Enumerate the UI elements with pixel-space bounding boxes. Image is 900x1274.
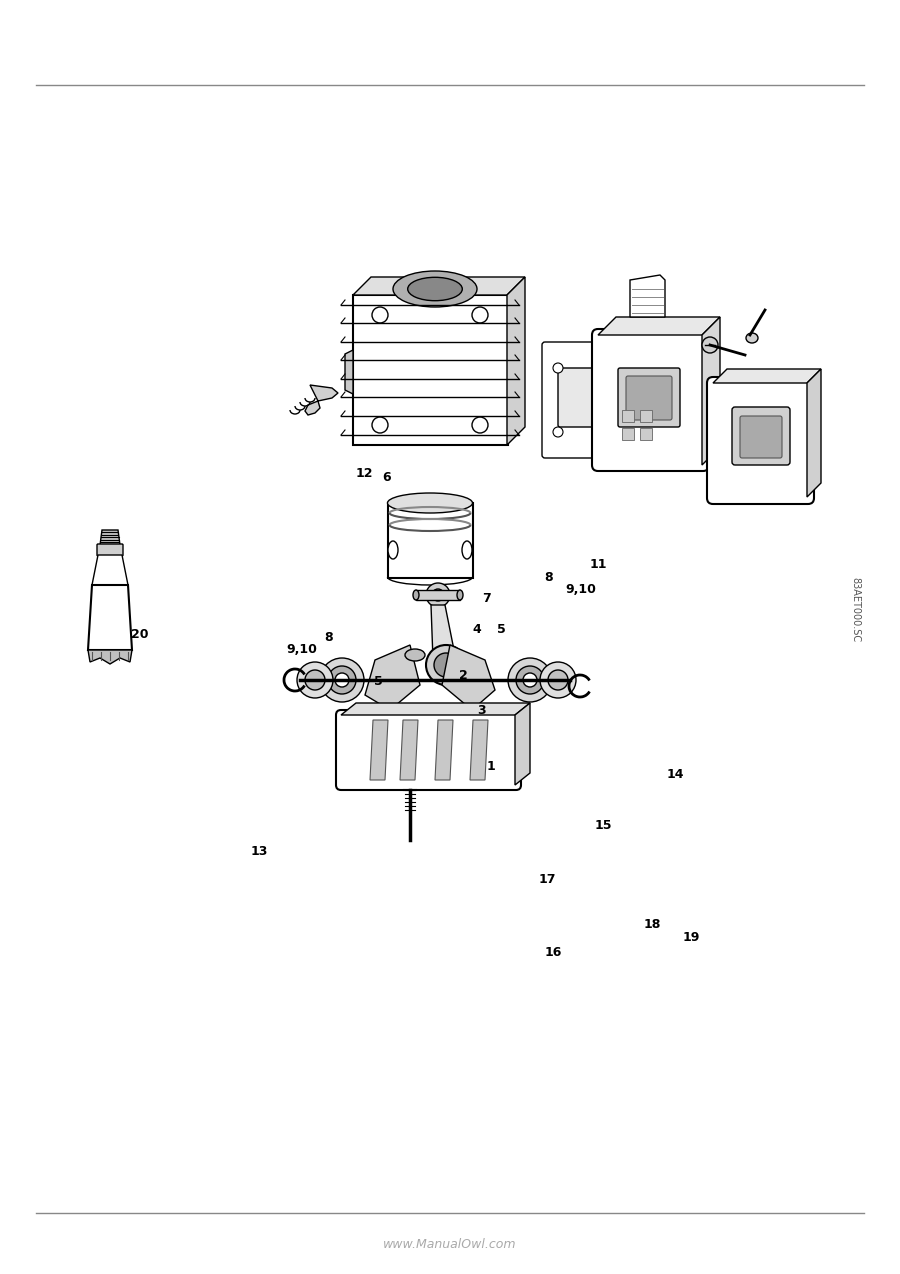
Text: 5: 5 xyxy=(497,623,506,636)
Text: 20: 20 xyxy=(130,628,148,641)
Polygon shape xyxy=(370,720,388,780)
Text: 6: 6 xyxy=(382,471,392,484)
Circle shape xyxy=(540,662,576,698)
Polygon shape xyxy=(341,703,530,715)
Circle shape xyxy=(434,654,458,676)
Polygon shape xyxy=(435,720,453,780)
Circle shape xyxy=(372,307,388,324)
Polygon shape xyxy=(630,275,665,317)
Bar xyxy=(622,410,634,422)
Text: 11: 11 xyxy=(590,558,608,571)
Bar xyxy=(640,428,652,440)
Text: 7: 7 xyxy=(482,592,490,605)
Ellipse shape xyxy=(457,590,463,600)
Circle shape xyxy=(426,645,466,685)
Polygon shape xyxy=(305,385,338,415)
Circle shape xyxy=(320,657,364,702)
FancyBboxPatch shape xyxy=(732,406,790,465)
Polygon shape xyxy=(431,605,456,660)
Circle shape xyxy=(523,673,537,687)
Bar xyxy=(622,428,634,440)
Ellipse shape xyxy=(462,541,472,559)
Text: 4: 4 xyxy=(472,623,482,636)
Polygon shape xyxy=(100,530,120,545)
Text: 19: 19 xyxy=(682,931,700,944)
Polygon shape xyxy=(400,720,418,780)
Text: www.ManualOwl.com: www.ManualOwl.com xyxy=(383,1238,517,1251)
FancyBboxPatch shape xyxy=(592,329,709,471)
FancyBboxPatch shape xyxy=(558,368,602,427)
Polygon shape xyxy=(807,369,821,497)
Circle shape xyxy=(432,589,444,601)
Circle shape xyxy=(328,666,356,694)
Circle shape xyxy=(472,417,488,433)
Circle shape xyxy=(508,657,552,702)
Text: 1: 1 xyxy=(486,761,495,773)
Circle shape xyxy=(472,307,488,324)
Polygon shape xyxy=(515,703,530,785)
FancyBboxPatch shape xyxy=(353,296,508,445)
Polygon shape xyxy=(92,555,128,585)
Circle shape xyxy=(553,427,563,437)
Text: 9,10: 9,10 xyxy=(286,643,317,656)
Ellipse shape xyxy=(393,271,477,307)
Circle shape xyxy=(702,338,718,353)
Ellipse shape xyxy=(388,493,472,513)
Circle shape xyxy=(516,666,544,694)
Text: 9,10: 9,10 xyxy=(565,583,596,596)
Text: 12: 12 xyxy=(356,468,373,480)
Polygon shape xyxy=(470,720,488,780)
FancyBboxPatch shape xyxy=(626,376,672,420)
Text: 8: 8 xyxy=(544,571,554,583)
FancyBboxPatch shape xyxy=(388,503,473,578)
Circle shape xyxy=(597,427,607,437)
Text: 3: 3 xyxy=(477,705,486,717)
Polygon shape xyxy=(702,317,720,465)
FancyBboxPatch shape xyxy=(740,417,782,457)
Polygon shape xyxy=(88,585,132,650)
Ellipse shape xyxy=(746,333,758,343)
Polygon shape xyxy=(507,276,525,445)
Circle shape xyxy=(305,670,325,691)
Polygon shape xyxy=(365,645,420,710)
Text: 18: 18 xyxy=(644,919,662,931)
Text: 2: 2 xyxy=(459,669,468,682)
Text: 16: 16 xyxy=(544,947,562,959)
Bar xyxy=(640,410,652,422)
FancyBboxPatch shape xyxy=(618,368,680,427)
Text: 14: 14 xyxy=(666,768,684,781)
Text: 17: 17 xyxy=(538,873,556,885)
FancyBboxPatch shape xyxy=(542,341,618,457)
Polygon shape xyxy=(416,590,460,600)
Text: 8: 8 xyxy=(324,631,333,643)
Polygon shape xyxy=(88,650,132,664)
FancyBboxPatch shape xyxy=(707,377,814,505)
Circle shape xyxy=(426,583,450,606)
Text: 83AET000.SC: 83AET000.SC xyxy=(850,577,860,642)
Ellipse shape xyxy=(388,541,398,559)
Circle shape xyxy=(372,417,388,433)
Circle shape xyxy=(597,363,607,373)
Polygon shape xyxy=(345,350,353,394)
Ellipse shape xyxy=(405,648,425,661)
Circle shape xyxy=(553,363,563,373)
Circle shape xyxy=(548,670,568,691)
Ellipse shape xyxy=(408,278,463,301)
Text: 15: 15 xyxy=(594,819,612,832)
FancyBboxPatch shape xyxy=(336,710,521,790)
Text: 13: 13 xyxy=(250,845,268,857)
FancyBboxPatch shape xyxy=(97,544,123,555)
Polygon shape xyxy=(713,369,821,383)
Polygon shape xyxy=(598,317,720,335)
Polygon shape xyxy=(442,645,495,710)
Ellipse shape xyxy=(413,590,419,600)
Text: 5: 5 xyxy=(374,675,382,688)
Polygon shape xyxy=(353,276,525,296)
Circle shape xyxy=(335,673,349,687)
Circle shape xyxy=(297,662,333,698)
